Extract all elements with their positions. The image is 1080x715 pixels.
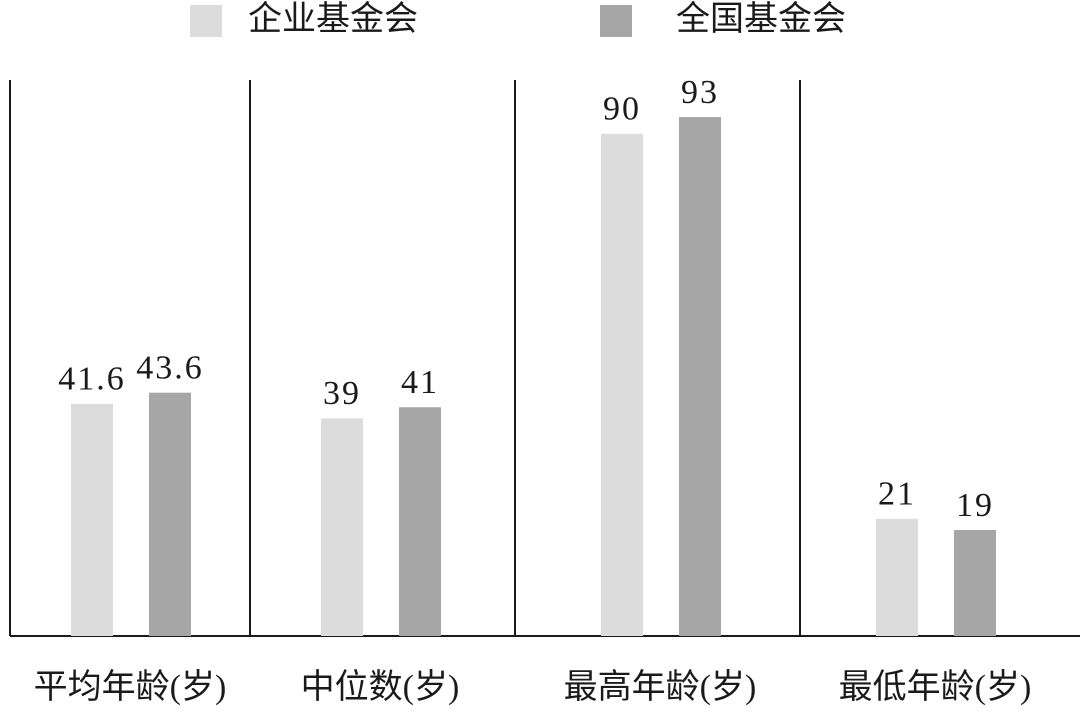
bar: [601, 133, 643, 637]
legend-swatch: [190, 5, 222, 37]
x-tick-label: 平均年龄(岁): [34, 668, 227, 706]
value-label: 90: [603, 91, 641, 128]
value-label: 41.6: [58, 361, 126, 398]
bar: [876, 518, 918, 636]
bar: [679, 117, 721, 636]
value-label: 43.6: [136, 350, 204, 387]
bar: [321, 418, 363, 636]
legend-swatch: [600, 5, 632, 37]
bar: [71, 403, 113, 636]
value-label: 41: [401, 364, 439, 401]
x-tick-label: 最高年龄(岁): [564, 668, 757, 706]
bar: [954, 529, 996, 636]
bar: [149, 392, 191, 636]
legend-label: 全国基金会: [676, 0, 846, 38]
x-tick-label: 最低年龄(岁): [839, 668, 1032, 706]
value-label: 39: [323, 375, 361, 412]
value-label: 19: [956, 487, 994, 524]
x-tick-label: 中位数(岁): [301, 668, 460, 706]
value-label: 21: [878, 476, 916, 513]
legend-label: 企业基金会: [248, 0, 418, 38]
value-label: 93: [681, 74, 719, 111]
bar: [399, 407, 441, 636]
